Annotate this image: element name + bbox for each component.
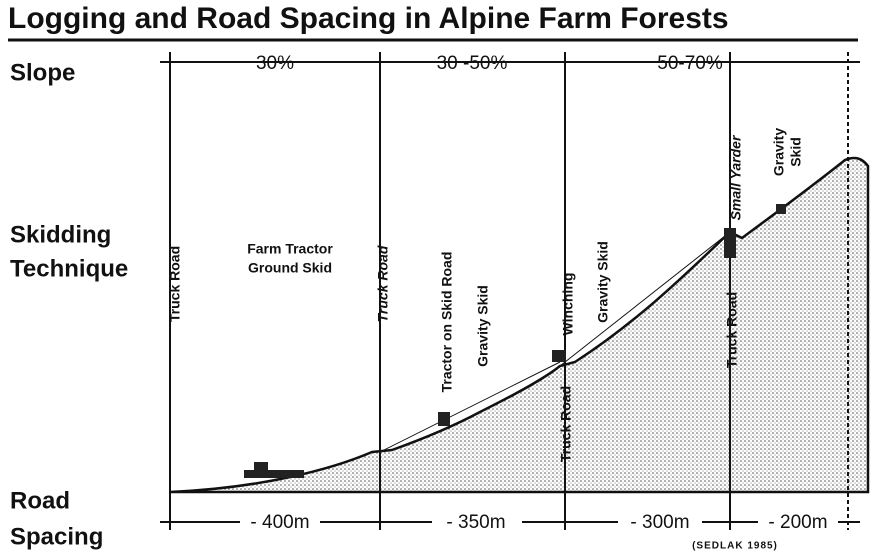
technique-label: Ground Skid bbox=[248, 260, 332, 276]
technique-label: Skid bbox=[788, 137, 804, 167]
row-label: Slope bbox=[10, 59, 75, 86]
slope-label: 30% bbox=[256, 53, 294, 74]
label-bg bbox=[432, 510, 522, 534]
spacing-label: - 350m bbox=[446, 512, 505, 533]
spacing-label: - 300m bbox=[630, 512, 689, 533]
technique-label: Small Yarder bbox=[728, 134, 744, 220]
label-bg bbox=[240, 510, 320, 534]
row-label: Skidding bbox=[10, 221, 111, 248]
technique-label: Truck Road bbox=[724, 292, 740, 368]
machines bbox=[244, 204, 786, 478]
technique-label: Truck Road bbox=[558, 386, 574, 462]
technique-label: Winching bbox=[560, 273, 576, 336]
cable bbox=[379, 361, 561, 453]
credit: (SEDLAK 1985) bbox=[692, 541, 778, 552]
technique-label: Gravity bbox=[771, 128, 787, 176]
slope-label: 50-70% bbox=[657, 53, 723, 74]
technique-label: Truck Road bbox=[375, 245, 391, 322]
spacing-label: - 400m bbox=[250, 512, 309, 533]
row-label: Technique bbox=[10, 255, 128, 282]
technique-label: Truck Road bbox=[167, 246, 183, 322]
slope-label: 30 -50% bbox=[437, 53, 508, 74]
label-bg bbox=[618, 510, 702, 534]
technique-label: Gravity Skid bbox=[595, 241, 611, 323]
technique-label: Tractor on Skid Road bbox=[439, 252, 455, 393]
cable bbox=[559, 231, 731, 367]
technique-label: Gravity Skid bbox=[475, 285, 491, 367]
spacing-label: - 200m bbox=[768, 512, 827, 533]
title: Logging and Road Spacing in Alpine Farm … bbox=[8, 2, 729, 35]
technique-label: Farm Tractor bbox=[247, 241, 333, 257]
ground-profile bbox=[169, 156, 870, 494]
label-bg bbox=[758, 510, 838, 534]
row-label: Spacing bbox=[10, 523, 103, 550]
row-label: Road bbox=[10, 487, 70, 514]
